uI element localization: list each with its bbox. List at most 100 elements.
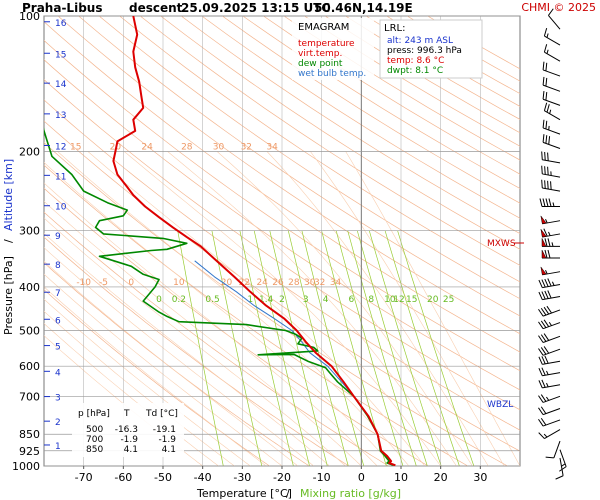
wind-barb-feather (545, 92, 548, 101)
wind-barb (538, 406, 561, 416)
x-tick-label: -10 (313, 471, 331, 484)
legend-item-wet-bulb: wet bulb temp. (298, 69, 366, 79)
y-tick-label: 400 (19, 281, 40, 294)
table-cell-p: 850 (86, 445, 103, 455)
wind-barb-feather (540, 347, 547, 355)
wind-barb (538, 319, 561, 330)
wind-barb-feather (547, 278, 552, 287)
wind-barb-feather (542, 119, 545, 128)
wind-barb-feather (541, 151, 543, 160)
wind-barb-half-feather (551, 281, 555, 286)
wind-barb-feather (541, 356, 546, 365)
wind-barb (538, 394, 561, 403)
mixing-ratio-label: 15 (406, 295, 417, 305)
lrl-pressure: press: 996.3 hPa (387, 46, 462, 56)
x-tick-label: -60 (114, 471, 132, 484)
header-datetime: 25.09.2025 13:15 UTC (181, 1, 330, 15)
header-coords: 50.46N,14.19E (314, 1, 413, 15)
x-tick-label: -50 (154, 471, 172, 484)
wind-barb-feather (540, 406, 547, 414)
wind-barb (559, 449, 567, 472)
wind-barb-flag (541, 249, 547, 259)
mixing-ratio-label: 2 (279, 295, 285, 305)
wind-barb-feather (542, 198, 546, 207)
wind-barb (548, 8, 561, 30)
altitude-tick-label: 15 (55, 50, 66, 60)
saturation-label: 24 (256, 278, 268, 288)
wind-barb-feather (547, 152, 549, 161)
table-cell-t: -16.3 (115, 425, 138, 435)
wind-barb-flag (540, 229, 547, 238)
altitude-tick-label: 6 (55, 316, 61, 326)
wind-barb (538, 278, 561, 289)
wind-barb-half-feather (548, 321, 552, 326)
wind-barb-feather (545, 62, 548, 72)
legend-item-virt-temp: virt.temp. (298, 49, 342, 59)
lrl-box: LRL: alt: 243 m ASL press: 996.3 hPa tem… (379, 19, 483, 79)
wind-barb-staff (548, 15, 561, 30)
saturation-label: 32 (314, 278, 325, 288)
saturation-label: 26 (272, 278, 284, 288)
dry-adiabat-line (160, 16, 520, 250)
mixing-ratio-label: 25 (443, 295, 454, 305)
wind-barb-feather (544, 166, 546, 175)
wind-barb (538, 333, 561, 343)
mixing-ratio-label: 6 (349, 295, 355, 305)
wind-barb-feather (542, 134, 545, 143)
dry-adiabat-line (44, 59, 520, 391)
wind-barb-feather (538, 308, 544, 317)
wind-barb (555, 457, 564, 480)
wind-barb-feather (550, 181, 552, 190)
x-tick-label: 10 (394, 471, 408, 484)
summary-table: p [hPa] T Td [°C] 500 -16.3 -19.1 700 -1… (72, 403, 184, 457)
dry-adiabat-line (44, 21, 520, 353)
y-tick-label: 200 (19, 145, 40, 158)
mixing-ratio-line (177, 230, 224, 466)
saturation-label: 34 (266, 142, 278, 152)
mixing-ratio-line (347, 230, 417, 466)
legend-title: EMAGRAM (298, 22, 349, 33)
wind-barb-feather (544, 238, 548, 247)
x-axis-separator: / (286, 487, 290, 500)
wind-barb-feather (548, 198, 552, 207)
table-header-p: p [hPa] (78, 409, 110, 419)
wind-barb (541, 165, 561, 178)
wind-barb-feather (538, 395, 544, 403)
altitude-tick-label: 4 (55, 368, 61, 378)
wind-barb (541, 151, 561, 164)
wind-barb-feather (544, 290, 549, 299)
saturation-label: 28 (288, 278, 300, 288)
wind-barb-feather (555, 475, 564, 480)
wind-barb-feather (543, 319, 550, 327)
wind-barb-feather (541, 165, 543, 174)
wind-barb (542, 76, 561, 92)
wind-barb (542, 61, 561, 77)
mixing-ratio-label: 8 (368, 295, 374, 305)
x-tick-label: -20 (273, 471, 291, 484)
saturation-label: 28 (181, 142, 193, 152)
y-axis-separator: / (2, 239, 15, 243)
table-header-t: T (123, 409, 130, 419)
wind-barb-staff (553, 440, 561, 459)
saturation-label: 20 (221, 278, 233, 288)
wind-barb-flag (540, 215, 547, 225)
wind-barb-feather (546, 305, 552, 314)
saturation-label: 30 (304, 278, 316, 288)
dry-adiabat-line (98, 16, 520, 300)
saturation-label: -5 (99, 278, 108, 288)
wind-barb-feather (548, 8, 554, 16)
wind-barb-feather (543, 333, 550, 341)
wind-barb (540, 266, 561, 276)
wind-barb (542, 119, 561, 135)
wind-barb-half-feather (551, 242, 554, 247)
wind-barb-feather (547, 180, 549, 190)
wind-barb (538, 355, 561, 365)
wind-barb-feather (544, 355, 549, 364)
table-cell-td: -1.9 (158, 435, 176, 445)
saturation-label: 30 (213, 142, 225, 152)
wind-barb (540, 228, 561, 238)
mixing-ratio-line (253, 230, 310, 466)
header-station: Praha-Libus (22, 1, 102, 15)
mixing-ratio-line (301, 230, 365, 466)
wind-barb-feather (545, 198, 549, 207)
